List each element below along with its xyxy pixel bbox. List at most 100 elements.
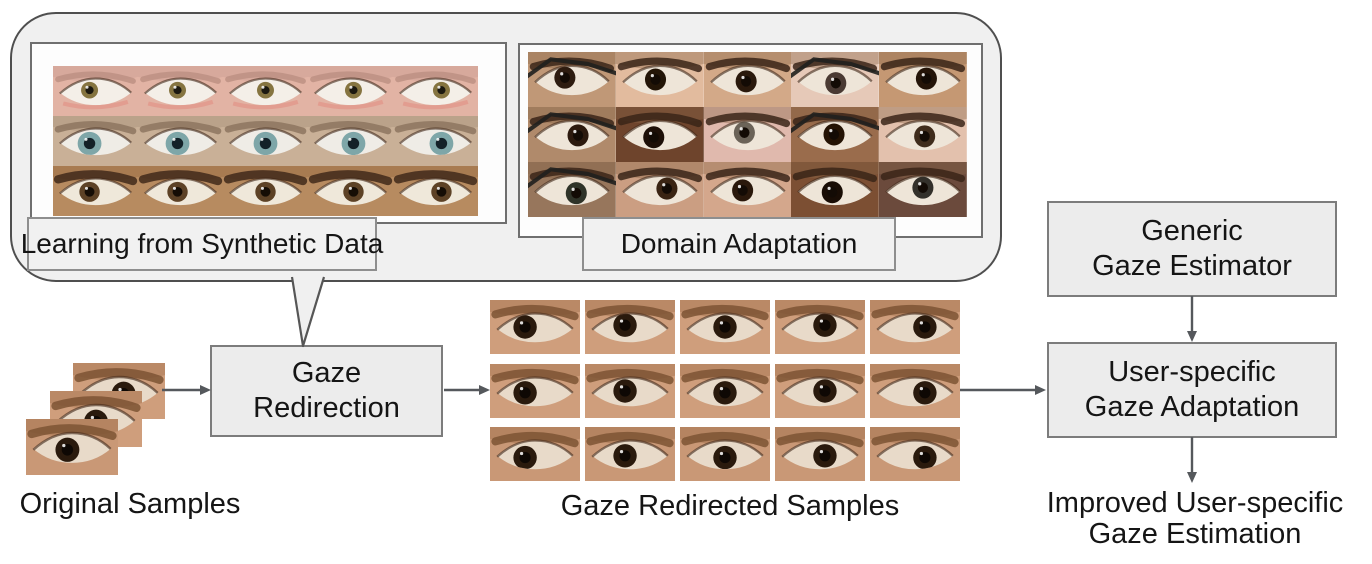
- eye-image: [528, 52, 616, 107]
- eye-illustration: [138, 66, 223, 116]
- eye-image: [791, 162, 880, 217]
- eye-illustration: [528, 52, 616, 107]
- original-samples-stack: [26, 363, 166, 475]
- eye-image: [585, 300, 675, 354]
- eye-illustration: [879, 107, 967, 162]
- eye-image: [393, 66, 478, 116]
- eye-image: [53, 116, 138, 166]
- eye-illustration: [680, 363, 770, 418]
- eye-illustration: [528, 162, 616, 217]
- eye-image: [791, 107, 880, 162]
- synthetic-panel-label-box: Learning from Synthetic Data: [21, 217, 383, 271]
- eye-image: [703, 107, 792, 162]
- synthetic-panel-label: Learning from Synthetic Data: [20, 228, 384, 259]
- eye-image: [879, 52, 967, 107]
- original-samples-caption: Original Samples: [19, 488, 241, 520]
- eye-illustration: [680, 300, 770, 354]
- arrow-generic-to-adaptation-icon: [1187, 296, 1197, 342]
- eye-image: [53, 66, 138, 116]
- eye-illustration: [138, 166, 223, 216]
- eye-illustration: [585, 363, 675, 418]
- eye-image: [308, 66, 393, 116]
- eye-image: [870, 363, 960, 418]
- eye-illustration: [490, 300, 580, 354]
- eye-illustration: [138, 116, 223, 166]
- domain-panel-label: Domain Adaptation: [620, 228, 858, 259]
- arrow-adaptation-to-improved-icon: [1187, 437, 1197, 483]
- eye-image: [703, 52, 792, 107]
- eye-illustration: [223, 166, 308, 216]
- eye-illustration: [879, 52, 967, 107]
- eye-illustration: [308, 66, 393, 116]
- eye-image: [53, 166, 138, 216]
- user-specific-gaze-adaptation-box: User-specific Gaze Adaptation: [1047, 342, 1337, 438]
- domain-panel-label-box: Domain Adaptation: [582, 217, 896, 271]
- eye-illustration: [393, 166, 478, 216]
- arrow-original-to-redirection-icon: [162, 385, 211, 395]
- eye-image: [680, 427, 770, 481]
- eye-image: [879, 107, 967, 162]
- synthetic-eye-grid: [53, 66, 478, 216]
- eye-image: [223, 166, 308, 216]
- eye-image: [393, 166, 478, 216]
- eye-illustration: [490, 363, 580, 418]
- eye-image: [308, 116, 393, 166]
- user-adaptation-label-line1: User-specific: [1108, 356, 1276, 388]
- eye-image: [615, 107, 704, 162]
- generic-estimator-label-line1: Generic: [1141, 215, 1243, 247]
- eye-image: [138, 166, 223, 216]
- eye-image: [870, 427, 960, 481]
- eye-image: [791, 52, 880, 107]
- arrow-samples-to-adaptation-icon: [960, 385, 1046, 395]
- gaze-redirection-label-line1: Gaze: [291, 357, 362, 389]
- eye-illustration: [53, 66, 138, 116]
- eye-illustration: [615, 107, 704, 162]
- redirected-samples-caption: Gaze Redirected Samples: [560, 490, 900, 522]
- eye-illustration: [870, 363, 960, 418]
- generic-gaze-estimator-box: Generic Gaze Estimator: [1047, 201, 1337, 297]
- eye-illustration: [528, 107, 616, 162]
- eye-illustration: [775, 300, 865, 354]
- eye-illustration: [223, 116, 308, 166]
- eye-image: [615, 52, 704, 107]
- arrow-redirection-to-samples-icon: [444, 385, 490, 395]
- eye-image: [615, 162, 704, 217]
- eye-illustration: [308, 166, 393, 216]
- eye-image: [680, 363, 770, 418]
- eye-illustration: [879, 162, 967, 217]
- eye-illustration: [585, 300, 675, 354]
- eye-illustration: [775, 363, 865, 418]
- eye-illustration: [703, 107, 792, 162]
- speech-bubble-tail-icon: [290, 276, 326, 348]
- eye-illustration: [870, 427, 960, 481]
- eye-illustration: [393, 66, 478, 116]
- eye-image: [490, 363, 580, 418]
- eye-image: [393, 116, 478, 166]
- eye-illustration: [791, 107, 880, 162]
- eye-illustration: [775, 427, 865, 481]
- synthetic-data-panel: [30, 42, 507, 224]
- eye-image: [775, 427, 865, 481]
- eye-illustration: [870, 300, 960, 354]
- eye-image: [680, 300, 770, 354]
- eye-image: [490, 300, 580, 354]
- gaze-redirection-box: Gaze Redirection: [210, 345, 443, 437]
- eye-illustration: [791, 162, 880, 217]
- eye-image: [223, 66, 308, 116]
- eye-illustration: [703, 52, 792, 107]
- eye-image: [879, 162, 967, 217]
- eye-image: [308, 166, 393, 216]
- eye-illustration: [615, 162, 704, 217]
- eye-illustration: [490, 427, 580, 481]
- eye-image: [870, 300, 960, 354]
- eye-image: [703, 162, 792, 217]
- eye-illustration: [308, 116, 393, 166]
- improved-estimation-caption: Improved User-specific Gaze Estimation: [1015, 488, 1372, 550]
- eye-illustration: [53, 166, 138, 216]
- eye-image: [585, 363, 675, 418]
- improved-estimation-line1: Improved User-specific: [1046, 487, 1344, 519]
- eye-image: [528, 162, 616, 217]
- generic-estimator-label-line2: Gaze Estimator: [1092, 250, 1292, 282]
- eye-image: [775, 300, 865, 354]
